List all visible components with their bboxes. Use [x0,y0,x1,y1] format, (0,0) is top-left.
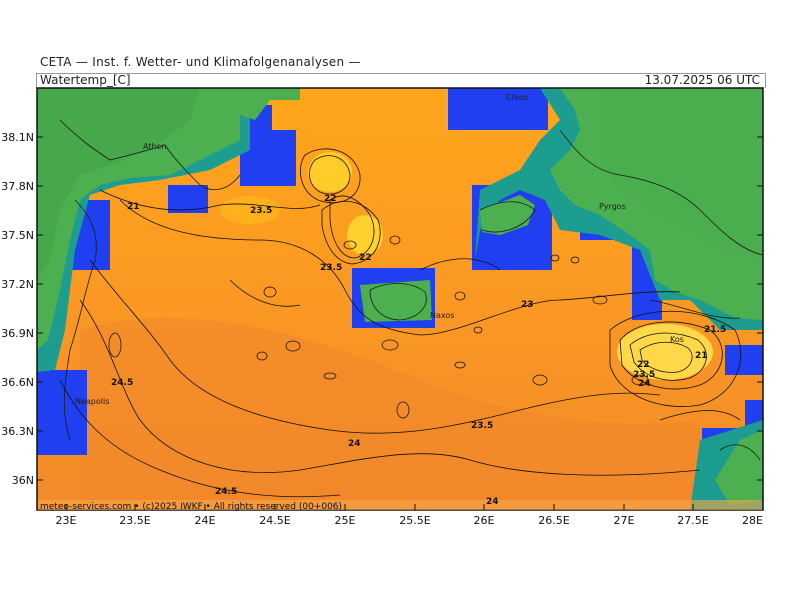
contour-label: 21.5 [704,325,726,335]
contour-label: 24.5 [215,487,237,497]
header-bar [36,73,766,88]
contour-label: 23 [521,300,534,310]
lon-tick-label: 28E [742,514,763,527]
contour-label: 22 [359,253,372,263]
contour-label: 24 [486,497,499,507]
footer-credit: meteo-services.com • (c)2025 IWKF • All … [40,502,342,512]
variable-label: Watertemp_[C] [40,73,131,87]
contour-label: 21 [695,351,708,361]
contour-label: 24.5 [111,378,133,388]
contour-label: 23.5 [250,206,272,216]
contour-label: 23.5 [320,263,342,273]
lon-tick-label: 27E [614,514,635,527]
contour-label: 24 [348,439,361,449]
lat-tick-label: 36.9N [1,327,34,340]
place-neapolis: Neapolis [75,397,109,406]
land-shading [600,88,763,260]
lat-tick-label: 36.6N [1,376,34,389]
lat-tick-label: 38.1N [1,131,34,144]
lon-tick-label: 27.5E [677,514,708,527]
coastlines [59,119,763,461]
lon-tick-label: 25.5E [399,514,430,527]
valid-time: 13.07.2025 06 UTC [644,73,760,87]
lon-tick-label: 26E [474,514,495,527]
contour-label: 23.5 [633,370,655,380]
lat-tick-label: 36N [12,474,34,487]
lon-tick-label: 24E [195,514,216,527]
place-naxos: Naxos [430,311,454,320]
sea-warm-band [80,318,700,510]
contour-label: 23.5 [471,421,493,431]
contour-label: 22 [324,194,337,204]
isotherm-lines [59,148,742,498]
cool-sea-patch [308,152,352,192]
lat-tick-label: 37.2N [1,278,34,291]
lon-tick-label: 26.5E [538,514,569,527]
contour-label: 22 [637,360,650,370]
lon-tick-label: 23.5E [119,514,150,527]
lon-tick-label: 25E [335,514,356,527]
place-chios: Chios [506,93,528,102]
axis-ticks [37,136,764,510]
place-pyrgos: Pyrgos [599,202,626,211]
longitude-labels: 23E 23.5E 24E 24.5E 25E 25.5E 26E 26.5E 27E 27.5E… [56,514,764,527]
cool-sea-patch [220,196,280,224]
lat-tick-label: 37.8N [1,180,34,193]
lat-tick-label: 37.5N [1,229,34,242]
organization-title: CETA — Inst. f. Wetter- und Klimafolgena… [40,55,361,69]
latitude-labels: 38.1N 37.8N 37.5N 37.2N 36.9N 36.6N 36.3N 36N [1,131,34,487]
contour-label: 24 [638,379,651,389]
contour-label: 21 [127,202,140,212]
lat-tick-label: 36.3N [1,425,34,438]
lon-tick-label: 23E [56,514,77,527]
place-kos: Kos [670,335,684,344]
place-athens: Athen [143,142,167,151]
footer-strip [38,500,762,510]
lon-tick-label: 24.5E [259,514,290,527]
small-islands [108,235,649,419]
